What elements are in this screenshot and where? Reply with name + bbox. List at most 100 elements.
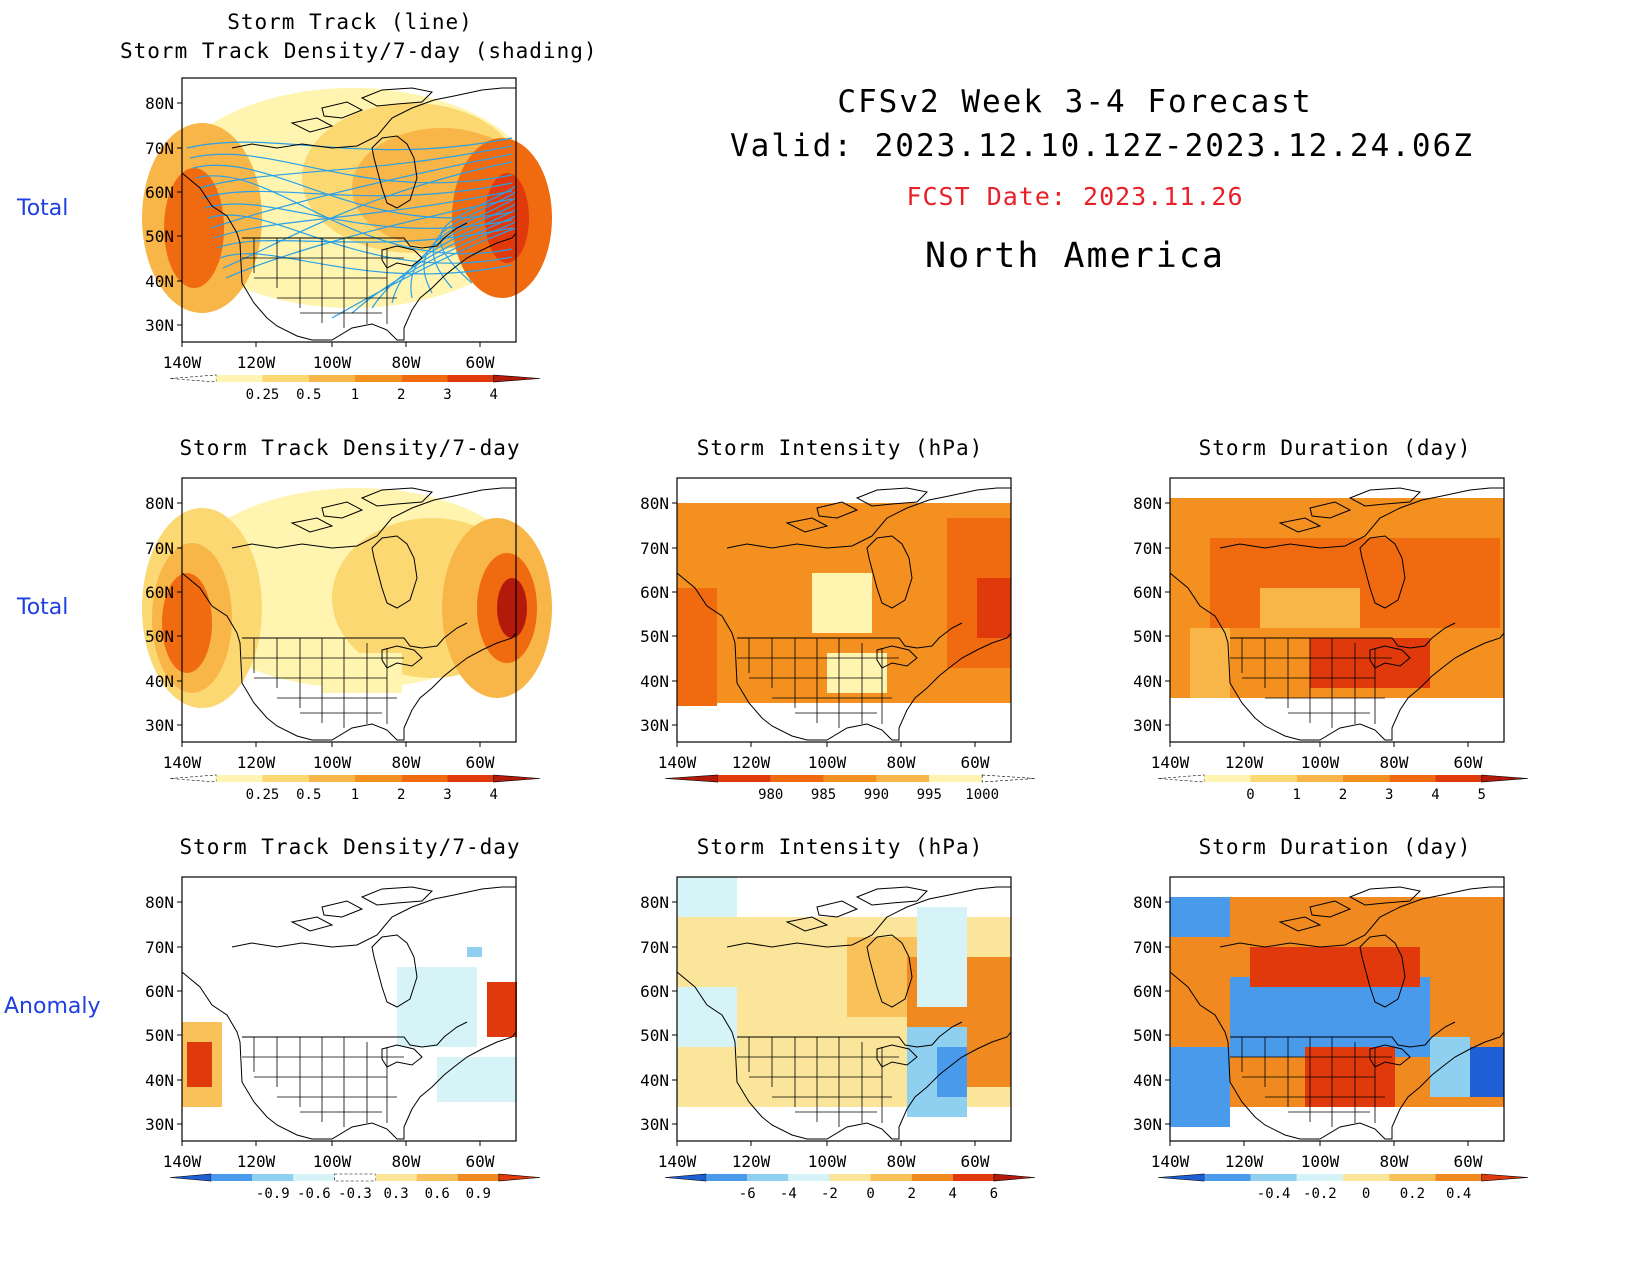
- p21-map-border: [676, 876, 1012, 1142]
- p21-lat-label-4: 40N: [640, 1071, 669, 1090]
- p12-cb-swatch-1: [1204, 775, 1251, 782]
- panel-title-density-anomaly: Storm Track Density/7-day: [179, 835, 521, 859]
- p20-shade-b: [187, 1042, 212, 1087]
- p11-lat-label-1: 70N: [640, 539, 669, 558]
- p00-lat-label-4: 40N: [145, 272, 174, 291]
- p22-lat-label-0: 80N: [1133, 893, 1162, 912]
- p21-map: [676, 876, 1012, 1142]
- p00-lon-label-2: 100W: [313, 353, 352, 372]
- p12-lon-label-2: 100W: [1301, 753, 1340, 772]
- p10-cb-tick-4: 3: [443, 787, 451, 803]
- p21-cb-tick-5: 4: [949, 1186, 957, 1202]
- p10-lat-label-2: 60N: [145, 583, 174, 602]
- p12-cb-swatch-2: [1250, 775, 1297, 782]
- p12-lat-label-5: 30N: [1133, 716, 1162, 735]
- p10-cb-tick-1: 0.5: [296, 787, 321, 803]
- p12-lon-label-1: 120W: [1225, 753, 1264, 772]
- p20-cb-tick-4: 0.6: [425, 1186, 450, 1202]
- p20-map: [181, 876, 517, 1142]
- p22-island-c: [1278, 916, 1322, 932]
- p00-arctic-coast: [231, 87, 516, 149]
- p12-cb-swatch-4: [1343, 775, 1390, 782]
- p12-lon-label-3: 80W: [1380, 753, 1409, 772]
- p21-arctic-coast: [726, 886, 1011, 948]
- p10-cb-tick-2: 1: [351, 787, 359, 803]
- panel-title-duration-anomaly: Storm Duration (day): [1198, 835, 1472, 859]
- panel-title-storm-track-shading: Storm Track Density/7-day (shading): [120, 39, 598, 63]
- panel-title-storm-track-line: Storm Track (line): [227, 10, 473, 34]
- p21-cb-tick-4: 2: [907, 1186, 915, 1202]
- p00-cb-tick-4: 3: [443, 387, 451, 403]
- p11-lon-label-0: 140W: [658, 753, 697, 772]
- p11-shade-d: [812, 573, 872, 633]
- p20-cb-swatch-6: [416, 1174, 458, 1181]
- p10-cb-swatch-0: [169, 774, 217, 783]
- p22-outlines: [1169, 886, 1505, 1140]
- p10-map-border: [181, 477, 517, 743]
- p20-lon-label-3: 80W: [392, 1152, 421, 1171]
- p00-lat-label-2: 60N: [145, 183, 174, 202]
- p10-island-b: [321, 501, 364, 519]
- p12-shade-e: [1170, 478, 1280, 498]
- p22-map: [1169, 876, 1505, 1142]
- p22-cb-swatch-2: [1250, 1174, 1297, 1181]
- p22-shade-e: [1170, 1047, 1230, 1127]
- p21-cb-swatch-8: [993, 1173, 1036, 1182]
- p00-cb-tick-5: 4: [490, 387, 498, 403]
- p00-lat-label-3: 50N: [145, 227, 174, 246]
- p10-lat-label-3: 50N: [145, 627, 174, 646]
- p10-great-lakes: [381, 645, 423, 669]
- p11-lon-label-2: 100W: [808, 753, 847, 772]
- p22-lon-label-0: 140W: [1151, 1152, 1190, 1171]
- p11-shade-g: [677, 706, 737, 742]
- p12-island-a: [1348, 487, 1422, 507]
- p22-arctic-coast: [1219, 886, 1504, 948]
- p20-lon-label-4: 60W: [466, 1152, 495, 1171]
- p22-hudson-bay: [1359, 934, 1406, 1008]
- p00-cb-tick-3: 2: [397, 387, 405, 403]
- p20-lon-label-2: 100W: [313, 1152, 352, 1171]
- p11-shade-e: [827, 653, 887, 693]
- p10-lon-label-4: 60W: [466, 753, 495, 772]
- p11-cb-tick-0: 980: [758, 787, 783, 803]
- p11-cb-tick-2: 990: [864, 787, 889, 803]
- p00-track-4: [198, 145, 513, 189]
- p12-lat-label-0: 80N: [1133, 494, 1162, 513]
- p00-island-a: [360, 87, 434, 107]
- p22-lon-label-1: 120W: [1225, 1152, 1264, 1171]
- p10-island-c: [290, 517, 334, 533]
- p10-cb-tick-0: 0.25: [246, 787, 280, 803]
- p12-lat-label-3: 50N: [1133, 627, 1162, 646]
- map-density-total: 80N 70N 60N 50N 40N 30N 140W 120W 100W 80W 60W 0.25…: [142, 477, 552, 803]
- p20-lat-label-4: 40N: [145, 1071, 174, 1090]
- p20-lat-label-0: 80N: [145, 893, 174, 912]
- p00-track-ne-0: [331, 227, 517, 319]
- map-duration-total: 80N 70N 60N 50N 40N 30N 140W 120W 100W 80W 60W 0 1 2 3…: [1133, 477, 1529, 803]
- p21-lat-label-3: 50N: [640, 1026, 669, 1045]
- p00-hudson-bay: [371, 135, 418, 209]
- p00-great-lakes: [381, 245, 423, 269]
- p12-cb-tick-5: 5: [1478, 787, 1486, 803]
- p10-arctic-coast: [231, 487, 516, 549]
- p11-lat-label-2: 60N: [640, 583, 669, 602]
- p10-lat-label-4: 40N: [145, 672, 174, 691]
- p21-shade-g: [677, 877, 737, 917]
- p21-shade-e: [677, 987, 737, 1047]
- p10-us-canada-border: [242, 622, 468, 649]
- p00-island-c: [290, 117, 334, 133]
- p22-lon-label-3: 80W: [1380, 1152, 1409, 1171]
- p22-lat-label-4: 40N: [1133, 1071, 1162, 1090]
- p22-shade-f: [1470, 1047, 1504, 1097]
- p11-island-c: [785, 517, 829, 533]
- p11-cb-swatch-0: [664, 774, 719, 783]
- p10-outlines: [181, 487, 517, 741]
- p00-lon-label-3: 80W: [392, 353, 421, 372]
- p20-cb-tick-1: -0.6: [297, 1186, 331, 1202]
- p12-hudson-bay: [1359, 535, 1406, 609]
- p22-cb-swatch-5: [1389, 1174, 1436, 1181]
- p21-coastline: [676, 971, 1012, 1140]
- p00-lat-label-1: 70N: [145, 139, 174, 158]
- p12-island-b: [1309, 501, 1352, 519]
- p21-lon-label-1: 120W: [732, 1152, 771, 1171]
- p10-island-a: [360, 487, 434, 507]
